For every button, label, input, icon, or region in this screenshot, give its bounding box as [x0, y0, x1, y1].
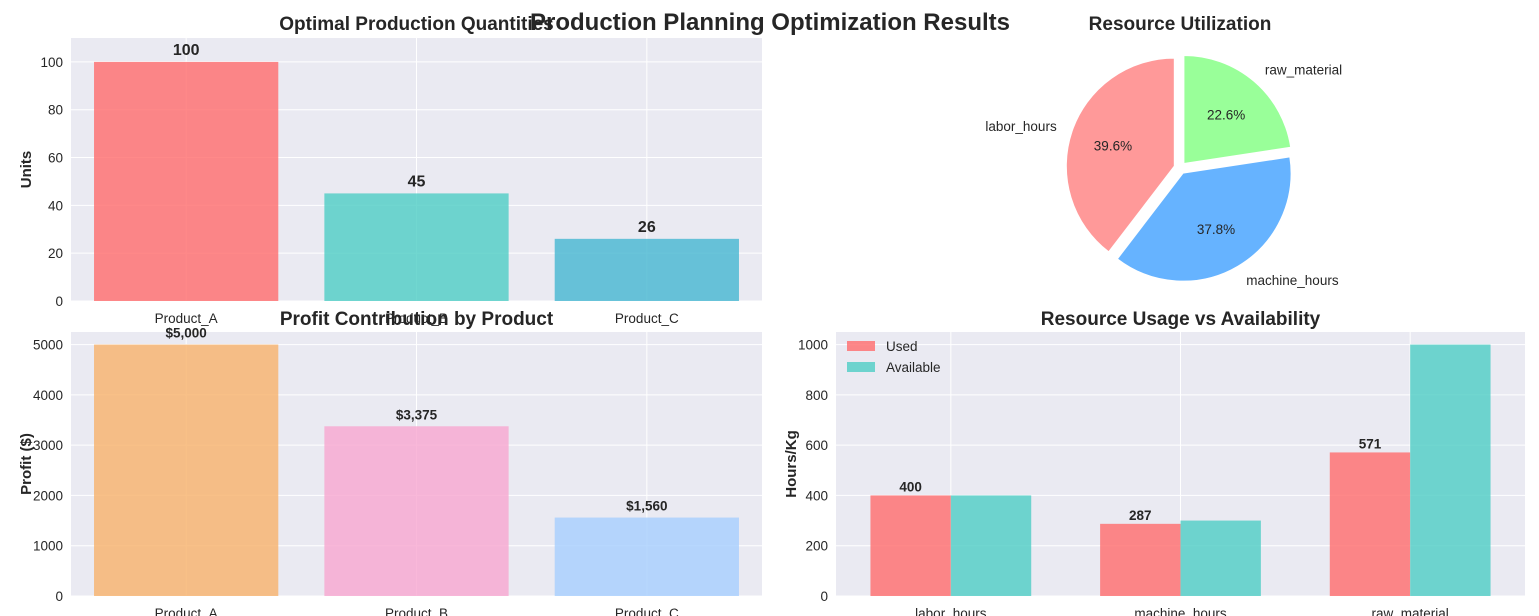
y-axis-label: Units [18, 151, 35, 189]
bar-value-label: 100 [173, 42, 200, 59]
bar [554, 517, 739, 596]
chart-utilization: Resource Utilization 39.6% labor_hours 37.8… [985, 14, 1342, 288]
bar-value-label: 571 [1359, 436, 1382, 451]
bar [94, 344, 279, 596]
y-tick-label: 400 [805, 488, 828, 503]
pie-percent-label: 39.6% [1094, 138, 1132, 153]
bar-value-label: 45 [408, 173, 426, 190]
bar-available [950, 495, 1032, 596]
bar [324, 426, 509, 596]
y-tick-label: 2000 [33, 488, 63, 503]
y-tick-label: 0 [55, 589, 63, 604]
y-tick-label: 3000 [33, 438, 63, 453]
chart-title: Resource Usage vs Availability [1041, 309, 1321, 330]
y-axis-label: Profit ($) [18, 433, 35, 495]
legend: Used Available [847, 339, 941, 375]
y-tick-label: 20 [48, 246, 63, 261]
y-tick-label: 5000 [33, 338, 63, 353]
bar-value-label: $3,375 [396, 407, 438, 422]
bar-used [1100, 523, 1181, 596]
legend-swatch [847, 362, 875, 372]
y-tick-label: 1000 [798, 338, 828, 353]
y-tick-label: 0 [820, 589, 828, 604]
y-tick-label: 40 [48, 198, 63, 213]
x-tick-label: Product_C [615, 606, 679, 616]
x-tick-label: Product_A [155, 606, 218, 616]
chart-title: Resource Utilization [1089, 14, 1272, 35]
bar-value-label: 287 [1129, 508, 1152, 523]
pie-slice [1183, 54, 1292, 165]
y-axis-label: Hours/Kg [783, 430, 800, 498]
bar-used [1329, 452, 1411, 596]
pie-slice [1116, 156, 1292, 282]
chart-resources: 0 200 400 600 800 1000 labor_hours machine_hour… [783, 309, 1525, 616]
bar-value-label: 26 [638, 219, 656, 236]
y-tick-label: 100 [40, 55, 63, 70]
y-tick-label: 4000 [33, 388, 63, 403]
bar-used [870, 495, 951, 596]
x-tick-label: raw_material [1372, 606, 1449, 616]
y-tick-label: 0 [55, 294, 63, 309]
legend-label: Used [886, 339, 918, 354]
figure-title: Production Planning Optimization Results [530, 9, 1010, 36]
bar-value-label: 400 [899, 479, 922, 494]
x-tick-label: Product_B [385, 606, 448, 616]
pie-percent-label: 22.6% [1207, 107, 1245, 122]
x-tick-label: labor_hours [915, 606, 987, 616]
chart-title: Profit Contribution by Product [280, 309, 554, 330]
bar [94, 61, 279, 302]
pie-category-label: raw_material [1265, 62, 1342, 77]
legend-label: Available [886, 360, 941, 375]
y-tick-label: 200 [805, 539, 828, 554]
y-tick-label: 600 [805, 438, 828, 453]
bar-value-label: $1,560 [626, 499, 667, 514]
x-tick-label: Product_C [615, 311, 679, 326]
y-tick-label: 60 [48, 151, 63, 166]
y-tick-label: 800 [805, 388, 828, 403]
chart-quantities: 0 20 40 60 80 100 Product_A Product_B Product_C U… [18, 14, 762, 326]
bar-available [1180, 520, 1261, 596]
y-tick-label: 80 [48, 103, 63, 118]
bar [324, 193, 509, 301]
legend-swatch [847, 341, 875, 351]
x-tick-label: machine_hours [1134, 606, 1227, 616]
x-tick-label: Product_A [155, 311, 218, 326]
chart-title: Optimal Production Quantities [279, 14, 553, 35]
pie-percent-label: 37.8% [1197, 222, 1235, 237]
y-tick-label: 1000 [33, 539, 63, 554]
bar-available [1410, 344, 1491, 596]
bar [554, 238, 739, 301]
pie-slice [1065, 57, 1175, 253]
pie-category-label: labor_hours [985, 119, 1057, 134]
bar-value-label: $5,000 [166, 326, 207, 341]
x-tick-label: Product_B [385, 311, 448, 326]
pie-category-label: machine_hours [1246, 273, 1339, 288]
